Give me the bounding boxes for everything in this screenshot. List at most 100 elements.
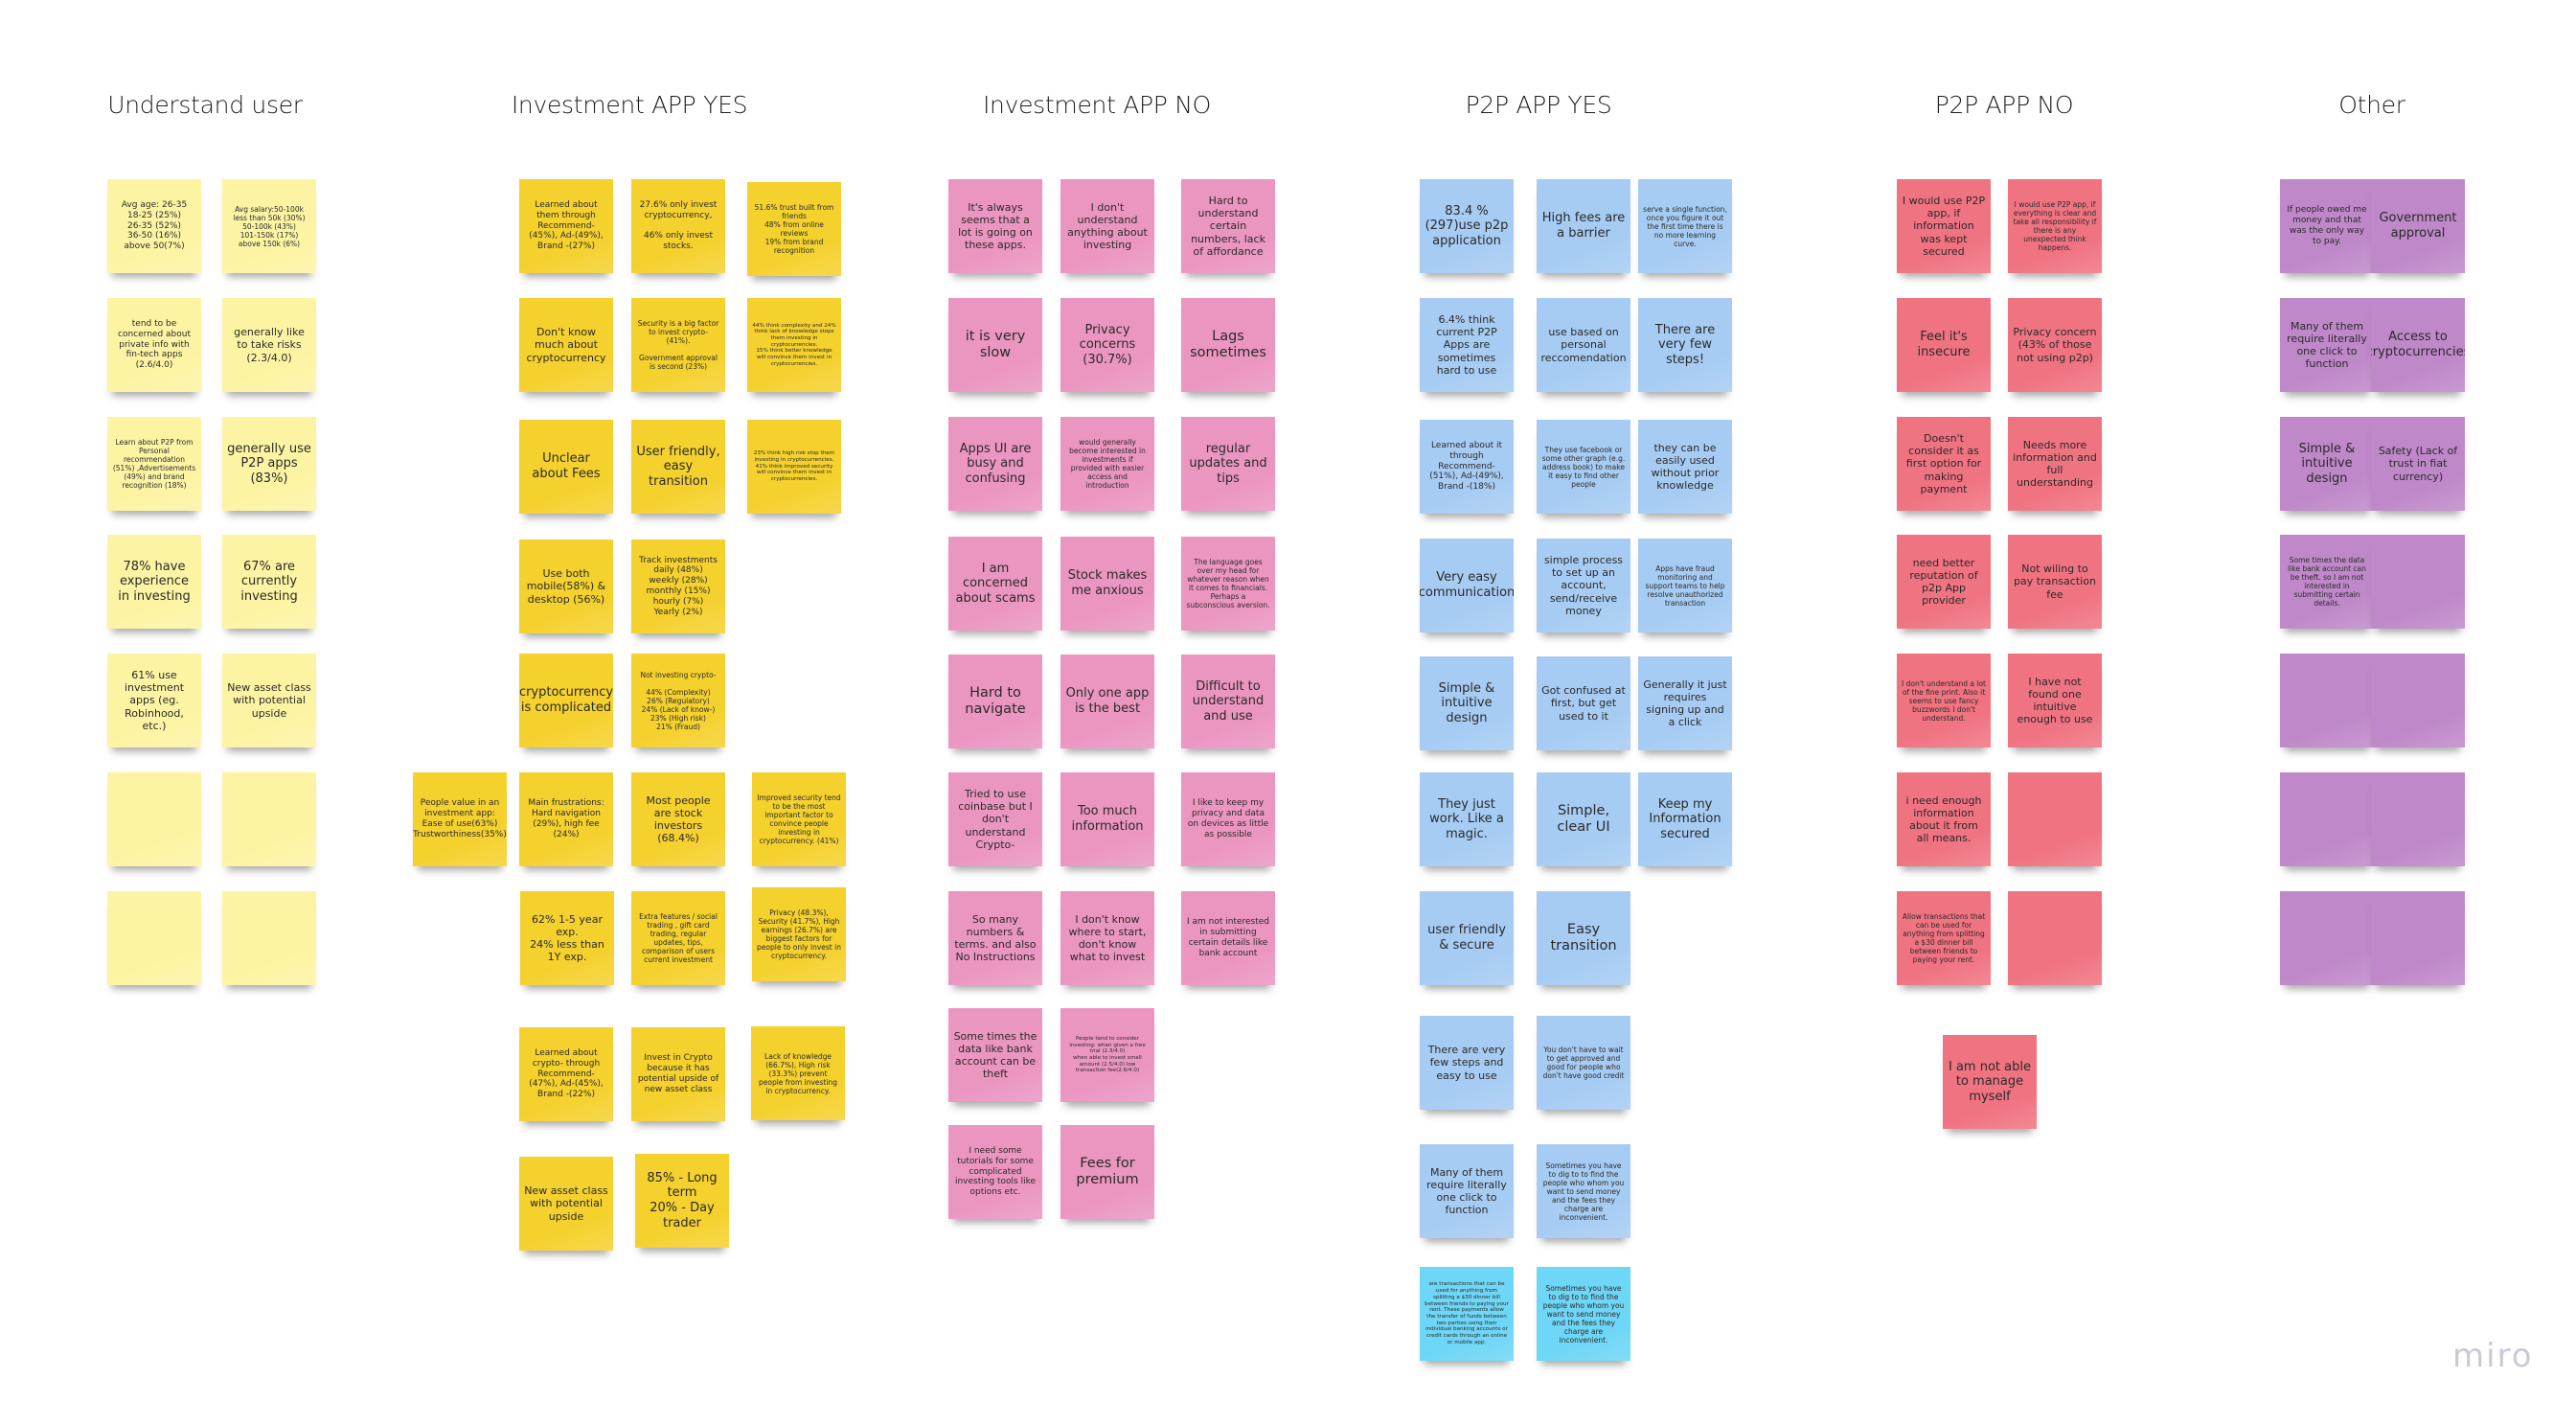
sticky-note[interactable]: I am not interested in submitting certai… [1181, 891, 1275, 985]
sticky-note[interactable]: Easy transition [1537, 891, 1630, 985]
sticky-note[interactable]: Extra features / social trading , gift c… [631, 891, 725, 985]
sticky-note[interactable]: Keep my Information secured [1638, 772, 1732, 866]
sticky-note[interactable]: Don't know much about cryptocurrency [519, 298, 613, 392]
sticky-note[interactable]: 67% are currently investing [222, 535, 316, 629]
sticky-note[interactable]: You don't have to wait to get approved a… [1537, 1016, 1630, 1110]
sticky-note[interactable]: I have not found one intuitive enough to… [2008, 654, 2102, 747]
sticky-note[interactable]: New asset class with potential upside [519, 1157, 613, 1251]
sticky-note[interactable]: 83.4 % (297)use p2p application [1420, 179, 1514, 273]
sticky-note[interactable]: People value in an investment app: Ease … [413, 772, 507, 866]
sticky-note[interactable]: 62% 1-5 year exp. 24% less than 1Y exp. [520, 891, 614, 985]
column-title-other[interactable]: Other [2338, 91, 2405, 119]
sticky-note[interactable]: There are very few steps and easy to use [1420, 1016, 1514, 1110]
sticky-note[interactable]: Too much information [1060, 772, 1154, 866]
column-title-investment-app-yes[interactable]: Investment APP YES [511, 91, 748, 119]
sticky-note[interactable]: Government approval [2371, 179, 2465, 273]
sticky-note[interactable]: Avg age: 26-35 18-25 (25%) 26-35 (52%) 3… [107, 179, 201, 273]
sticky-note[interactable]: i need enough information about it from … [1897, 772, 1991, 866]
sticky-note[interactable]: Simple & intuitive design [1420, 656, 1514, 750]
sticky-note[interactable]: serve a single function, once you figure… [1638, 179, 1732, 273]
sticky-note[interactable]: tend to be concerned about private info … [107, 298, 201, 392]
sticky-note[interactable]: Generally it just requires signing up an… [1638, 656, 1732, 750]
sticky-note[interactable]: 85% - Long term 20% - Day trader [635, 1154, 729, 1248]
sticky-note[interactable]: Simple & intuitive design [2280, 417, 2374, 511]
sticky-note[interactable]: Got confused at first, but get used to i… [1537, 656, 1630, 750]
sticky-note[interactable]: Allow transactions that can be used for … [1897, 891, 1991, 985]
sticky-note[interactable]: Improved security tend to be the most im… [752, 772, 846, 866]
sticky-note[interactable]: Privacy (48.3%), Security (41.7%), High … [752, 887, 846, 981]
sticky-note[interactable] [2371, 654, 2465, 747]
column-title-p2p-app-no[interactable]: P2P APP NO [1934, 91, 2074, 119]
sticky-note[interactable]: Apps have fraud monitoring and support t… [1638, 539, 1732, 632]
sticky-note[interactable]: Feel it's insecure [1897, 298, 1991, 392]
sticky-note[interactable]: Invest in Crypto because it has potentia… [631, 1027, 725, 1121]
sticky-note[interactable]: 61% use investment apps (eg. Robinhood, … [107, 654, 201, 747]
sticky-note[interactable] [2280, 891, 2374, 985]
sticky-note[interactable]: I would use P2P app, if everything is cl… [2008, 179, 2102, 273]
sticky-note[interactable]: There are very few steps! [1638, 298, 1732, 392]
sticky-note[interactable]: they can be easily used without prior kn… [1638, 420, 1732, 514]
sticky-note[interactable]: use based on personal reccomendation [1537, 298, 1630, 392]
column-title-understand-user[interactable]: Understand user [107, 91, 303, 119]
sticky-note[interactable]: Tried to use coinbase but I don't unders… [948, 772, 1042, 866]
sticky-note[interactable]: Apps UI are busy and confusing [948, 417, 1042, 511]
sticky-note[interactable]: Many of them require literally one click… [1420, 1144, 1514, 1238]
sticky-note[interactable]: I am concerned about scams [948, 537, 1042, 631]
sticky-note[interactable]: it is very slow [948, 298, 1042, 392]
sticky-note[interactable] [107, 772, 201, 866]
sticky-note[interactable]: 27.6% only invest cryptocurrency, 46% on… [631, 179, 725, 273]
sticky-note[interactable] [2008, 891, 2102, 985]
sticky-note[interactable]: are transactions that can be used for an… [1420, 1267, 1514, 1361]
sticky-note[interactable]: I am not able to manage myself [1943, 1035, 2037, 1129]
sticky-note[interactable]: Sometimes you have to dig to to find the… [1537, 1144, 1630, 1238]
sticky-note[interactable]: 44% think complexity and 24% think lack … [747, 298, 841, 392]
sticky-note[interactable] [222, 891, 316, 985]
sticky-note[interactable]: It's always seems that a lot is going on… [948, 179, 1042, 273]
sticky-note[interactable] [2371, 772, 2465, 866]
sticky-note[interactable]: Lags sometimes [1181, 298, 1275, 392]
sticky-note[interactable]: Only one app is the best [1060, 655, 1154, 748]
sticky-note[interactable]: Some times the data like bank account ca… [948, 1008, 1042, 1102]
sticky-note[interactable]: Needs more information and full understa… [2008, 417, 2102, 511]
sticky-note[interactable]: Security is a big factor to invest crypt… [631, 298, 725, 392]
sticky-note[interactable]: Hard to understand certain numbers, lack… [1181, 179, 1275, 273]
sticky-note[interactable]: They use facebook or some other graph (e… [1537, 420, 1630, 514]
sticky-note[interactable]: generally like to take risks (2.3/4.0) [222, 298, 316, 392]
sticky-note[interactable]: Many of them require literally one click… [2280, 298, 2374, 392]
sticky-note[interactable]: Difficult to understand and use [1181, 655, 1275, 748]
sticky-note[interactable]: regular updates and tips [1181, 417, 1275, 511]
sticky-note[interactable]: User friendly, easy transition [631, 420, 725, 514]
sticky-note[interactable] [2371, 535, 2465, 629]
sticky-note[interactable]: Some times the data like bank account ca… [2280, 535, 2374, 629]
sticky-note[interactable]: Very easy communication [1420, 539, 1514, 632]
sticky-note[interactable]: Unclear about Fees [519, 420, 613, 514]
sticky-note[interactable]: I don't understand a lot of the fine pri… [1897, 654, 1991, 747]
column-title-investment-app-no[interactable]: Investment APP NO [982, 91, 1212, 119]
sticky-note[interactable]: Fees for premium [1060, 1125, 1154, 1219]
sticky-note[interactable]: 78% have experience in investing [107, 535, 201, 629]
sticky-note[interactable]: 23% think high risk stop them investing … [747, 420, 841, 514]
sticky-note[interactable]: Track investments daily (48%) weekly (28… [631, 540, 725, 633]
sticky-note[interactable]: Simple, clear UI [1537, 772, 1630, 866]
sticky-note[interactable]: Stock makes me anxious [1060, 537, 1154, 631]
sticky-note[interactable]: would generally become interested in inv… [1060, 417, 1154, 511]
sticky-note[interactable] [2371, 891, 2465, 985]
sticky-note[interactable]: Main frustrations: Hard navigation (29%)… [519, 772, 613, 866]
sticky-note[interactable]: user friendly & secure [1420, 891, 1514, 985]
sticky-note[interactable]: I like to keep my privacy and data on de… [1181, 772, 1275, 866]
sticky-note[interactable]: Access to cryptocurrencies [2371, 298, 2465, 392]
sticky-note[interactable]: So many numbers & terms. and also No Ins… [948, 891, 1042, 985]
sticky-note[interactable]: I need some tutorials for some complicat… [948, 1125, 1042, 1219]
sticky-note[interactable] [107, 891, 201, 985]
sticky-note[interactable]: cryptocurrency is complicated [519, 654, 613, 747]
sticky-note[interactable]: Privacy concern (43% of those not using … [2008, 298, 2102, 392]
sticky-note[interactable]: Most people are stock investors (68.4%) [631, 772, 725, 866]
sticky-note[interactable]: I don't know where to start, don't know … [1060, 891, 1154, 985]
sticky-note[interactable]: Lack of knowledge (66.7%), High risk (33… [751, 1026, 845, 1120]
sticky-note[interactable]: People tend to consider investing: when … [1060, 1008, 1154, 1102]
sticky-note[interactable]: Hard to navigate [948, 655, 1042, 748]
sticky-note[interactable]: Learned about crypto- through Recommend-… [519, 1027, 613, 1121]
sticky-note[interactable]: Learned about it through Recommend-(51%)… [1420, 420, 1514, 514]
sticky-note[interactable]: Privacy concerns (30.7%) [1060, 298, 1154, 392]
sticky-note[interactable]: Learned about them through Recommend-(45… [519, 179, 613, 273]
